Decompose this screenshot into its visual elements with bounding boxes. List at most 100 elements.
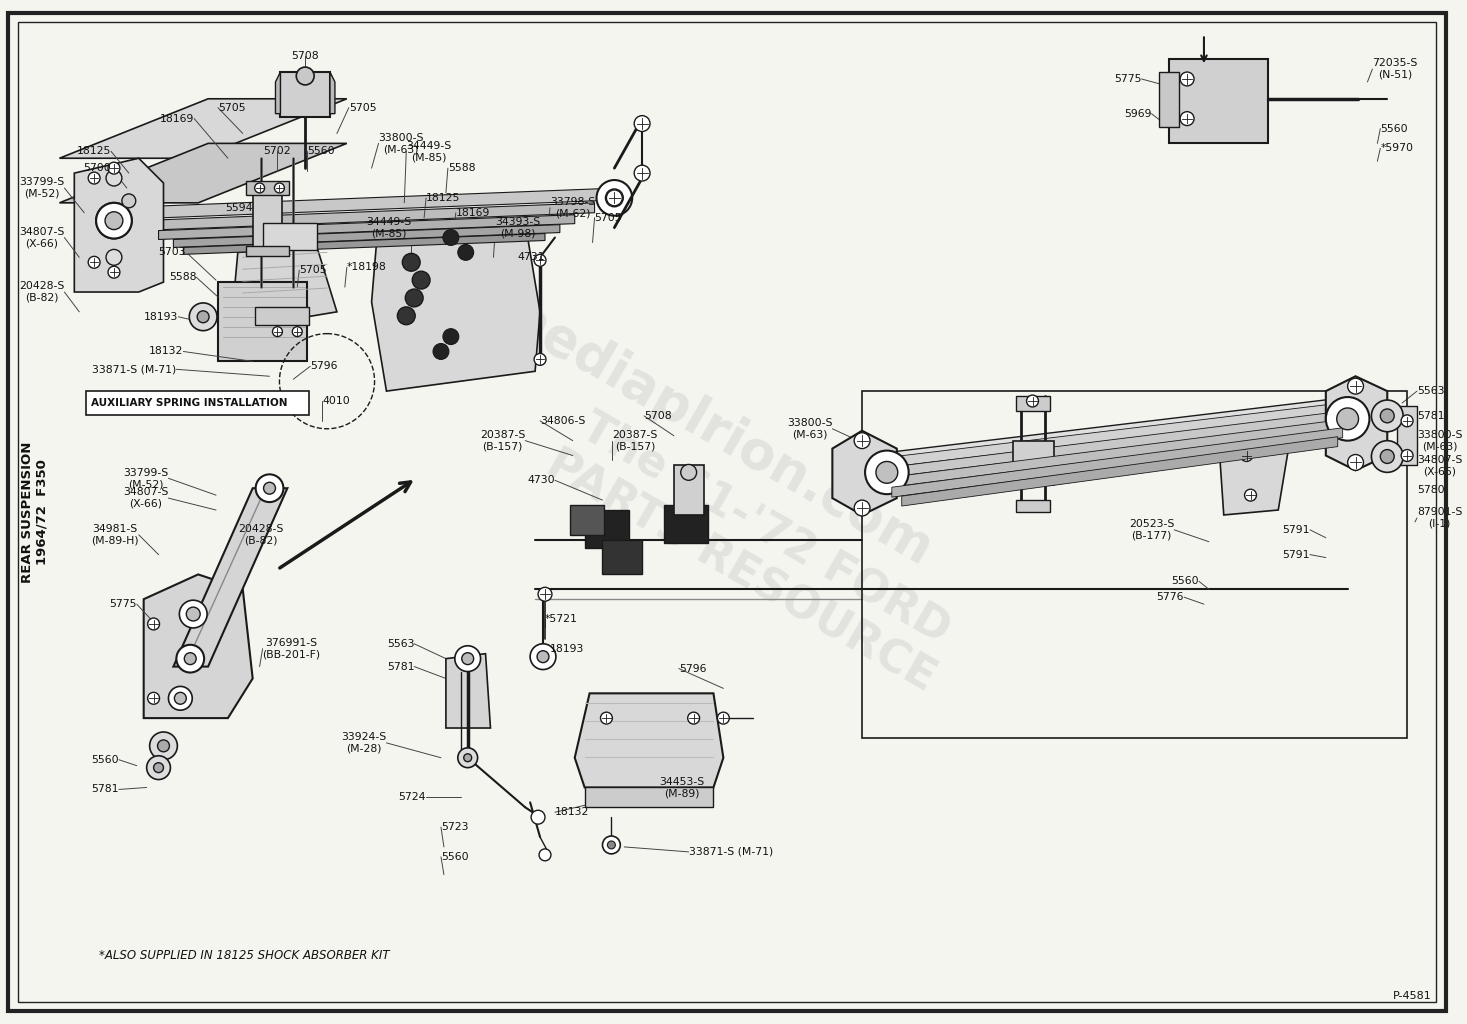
Circle shape <box>688 712 700 724</box>
Text: 72035-S
(N-51): 72035-S (N-51) <box>1373 58 1417 80</box>
Text: 5705: 5705 <box>219 102 245 113</box>
Bar <box>585 510 629 548</box>
Text: 5563: 5563 <box>387 639 414 649</box>
Polygon shape <box>371 222 540 391</box>
Text: 18125: 18125 <box>76 146 111 157</box>
Text: The 61-'72 FORD
PARTS RESOURCE: The 61-'72 FORD PARTS RESOURCE <box>538 399 968 700</box>
Bar <box>585 787 713 807</box>
Polygon shape <box>446 653 490 728</box>
Bar <box>87 391 310 415</box>
Text: 33871-S (M-71): 33871-S (M-71) <box>92 365 176 375</box>
Polygon shape <box>173 488 288 667</box>
Bar <box>1015 396 1050 411</box>
Circle shape <box>150 732 178 760</box>
Polygon shape <box>902 436 1338 506</box>
Text: 5776: 5776 <box>1156 592 1184 602</box>
Text: 5781: 5781 <box>91 784 119 795</box>
Circle shape <box>1244 489 1256 501</box>
Bar <box>665 505 709 543</box>
Circle shape <box>607 841 615 849</box>
Text: 5723: 5723 <box>442 822 468 833</box>
Circle shape <box>603 836 621 854</box>
Text: 5969: 5969 <box>1124 109 1152 119</box>
Circle shape <box>1348 455 1363 470</box>
Text: 33799-S
(M-52): 33799-S (M-52) <box>123 468 169 489</box>
Text: 34807-S
(X-66): 34807-S (X-66) <box>19 226 65 248</box>
Circle shape <box>538 588 552 601</box>
Circle shape <box>1380 450 1394 464</box>
Text: *ALSO SUPPLIED IN 18125 SHOCK ABSORBER KIT: *ALSO SUPPLIED IN 18125 SHOCK ABSORBER K… <box>100 949 390 963</box>
Text: 5796: 5796 <box>679 664 706 674</box>
Circle shape <box>433 343 449 359</box>
Text: 5563: 5563 <box>1417 386 1445 396</box>
Circle shape <box>106 212 123 229</box>
Circle shape <box>197 311 210 323</box>
Text: 34981-S
(M-89-H): 34981-S (M-89-H) <box>91 524 139 546</box>
Text: 5775: 5775 <box>109 599 136 609</box>
Circle shape <box>866 451 908 495</box>
Polygon shape <box>882 419 1348 488</box>
Text: 5708: 5708 <box>644 411 672 421</box>
Circle shape <box>147 756 170 779</box>
Circle shape <box>534 254 546 266</box>
Circle shape <box>97 203 132 239</box>
Text: 20387-S
(B-157): 20387-S (B-157) <box>612 430 657 452</box>
Circle shape <box>854 500 870 516</box>
Text: 33800-S
(M-63): 33800-S (M-63) <box>786 418 832 439</box>
Circle shape <box>443 229 459 246</box>
Circle shape <box>154 763 163 772</box>
Circle shape <box>443 329 459 344</box>
Text: 5791: 5791 <box>1282 525 1310 535</box>
Circle shape <box>1336 408 1358 430</box>
Text: 5791: 5791 <box>1282 550 1310 559</box>
Text: 5588: 5588 <box>169 272 197 283</box>
Circle shape <box>148 692 160 705</box>
Bar <box>569 505 604 535</box>
Circle shape <box>176 645 204 673</box>
Circle shape <box>681 465 697 480</box>
Text: 20428-S
(B-82): 20428-S (B-82) <box>238 524 283 546</box>
Circle shape <box>157 740 170 752</box>
Text: P-4581: P-4581 <box>1394 990 1432 1000</box>
Circle shape <box>530 644 556 670</box>
Text: 33800-S
(M-63): 33800-S (M-63) <box>378 132 424 155</box>
Circle shape <box>597 180 632 216</box>
Circle shape <box>109 266 120 279</box>
Polygon shape <box>173 224 560 248</box>
Polygon shape <box>892 428 1342 497</box>
Text: 5560: 5560 <box>307 146 334 157</box>
Bar <box>246 181 289 195</box>
Circle shape <box>606 189 623 207</box>
Circle shape <box>122 194 136 208</box>
Circle shape <box>106 170 122 186</box>
Circle shape <box>1326 397 1369 440</box>
Text: 4730: 4730 <box>527 475 555 485</box>
Text: 34807-S
(X-66): 34807-S (X-66) <box>1417 455 1463 476</box>
Circle shape <box>462 652 474 665</box>
Text: 5705: 5705 <box>349 102 377 113</box>
Circle shape <box>1179 72 1194 86</box>
Text: 5781: 5781 <box>387 662 414 672</box>
Circle shape <box>537 650 549 663</box>
Text: 18169: 18169 <box>456 208 490 218</box>
Polygon shape <box>330 72 334 114</box>
Text: 5703: 5703 <box>158 248 186 257</box>
Circle shape <box>169 686 192 711</box>
Polygon shape <box>871 410 1353 479</box>
Circle shape <box>455 646 481 672</box>
Circle shape <box>876 462 898 483</box>
Bar <box>863 391 1407 738</box>
Text: 33924-S
(M-28): 33924-S (M-28) <box>342 732 386 754</box>
Bar <box>280 72 330 117</box>
Text: 5588: 5588 <box>447 163 475 173</box>
Polygon shape <box>863 396 1357 500</box>
Text: 5708: 5708 <box>292 51 318 61</box>
Circle shape <box>534 353 546 366</box>
Polygon shape <box>60 98 346 159</box>
Circle shape <box>148 618 160 630</box>
Circle shape <box>1179 112 1194 126</box>
Circle shape <box>538 849 552 861</box>
Circle shape <box>1348 378 1363 394</box>
Circle shape <box>606 190 622 206</box>
Circle shape <box>398 307 415 325</box>
